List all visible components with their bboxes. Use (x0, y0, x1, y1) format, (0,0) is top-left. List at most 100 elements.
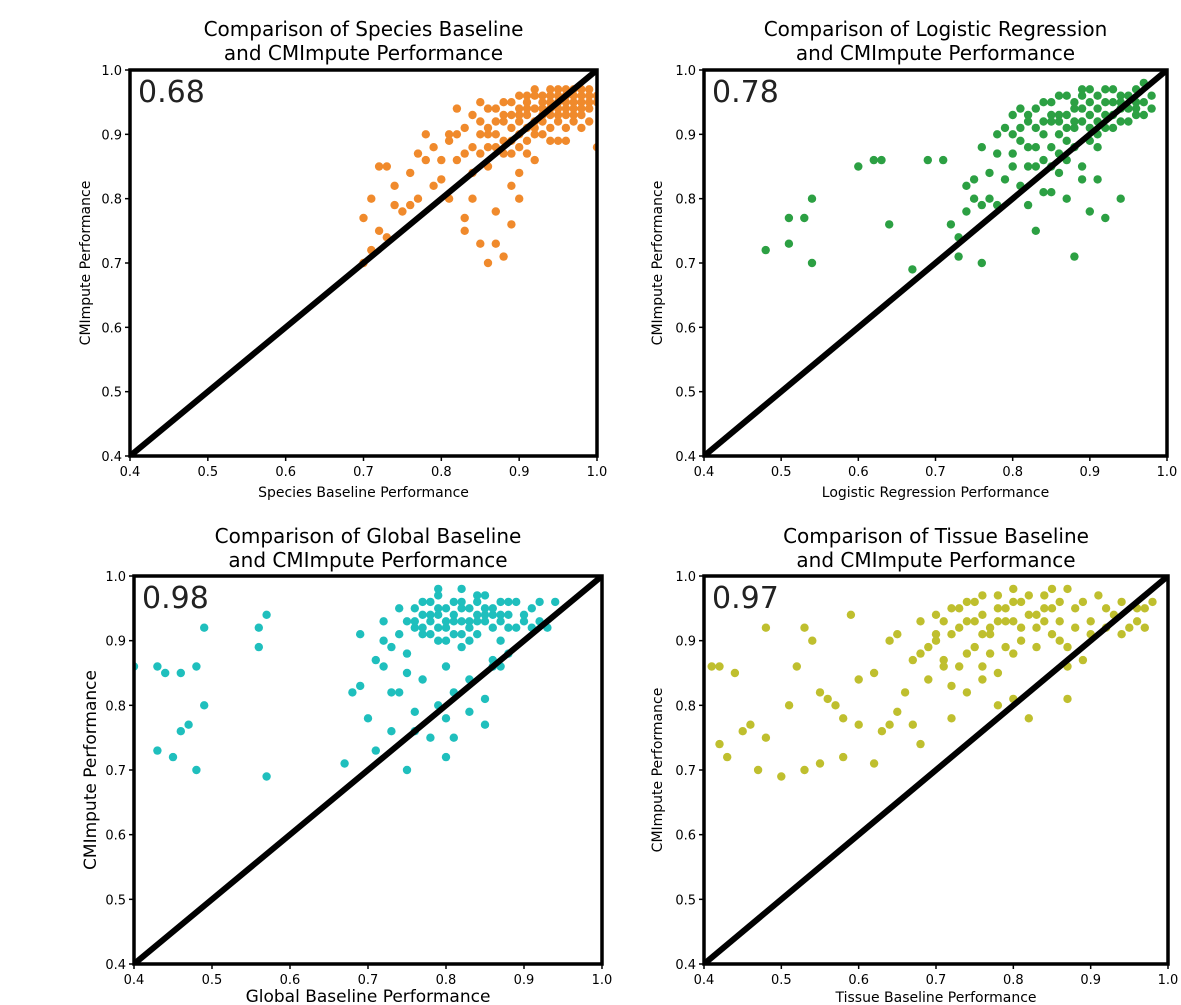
x-tick-label: 1.0 (592, 973, 613, 988)
data-point (1077, 85, 1087, 94)
diagonal-line (134, 576, 602, 964)
data-point (946, 220, 956, 229)
data-point (1047, 110, 1056, 120)
data-point (955, 623, 964, 632)
data-point (356, 630, 365, 639)
data-point (434, 636, 443, 645)
data-point (1085, 85, 1095, 94)
data-point (488, 604, 497, 613)
correlation-annotation: 0.97 (712, 581, 779, 616)
data-point (553, 117, 563, 126)
data-point (1101, 604, 1111, 613)
data-point (441, 714, 451, 723)
data-point (449, 610, 458, 619)
data-point (457, 597, 466, 607)
data-point (402, 668, 412, 678)
chart-title-line-2: and CMImpute Performance (796, 41, 1075, 65)
data-point (1008, 110, 1017, 120)
correlation-annotation: 0.68 (138, 75, 205, 110)
data-point (561, 136, 571, 145)
data-point (561, 110, 571, 120)
x-tick-label: 0.6 (848, 465, 869, 480)
y-tick-label: 0.4 (101, 450, 122, 465)
data-point (491, 130, 500, 139)
data-point (869, 155, 878, 165)
data-point (538, 98, 547, 107)
data-point (491, 239, 500, 248)
data-point (374, 162, 384, 171)
data-point (1047, 630, 1057, 639)
data-point (916, 649, 925, 658)
data-point (1001, 617, 1010, 626)
data-point (546, 123, 555, 133)
data-point (585, 104, 594, 113)
data-point (184, 720, 193, 729)
data-point (1070, 104, 1079, 113)
x-tick-label: 1.0 (587, 465, 608, 480)
data-point (522, 110, 532, 120)
data-point (519, 617, 529, 626)
data-point (504, 623, 513, 632)
data-point (473, 630, 482, 639)
data-point (854, 675, 863, 684)
y-tick-label: 0.9 (675, 128, 696, 143)
data-point (465, 604, 474, 613)
data-point (1016, 136, 1025, 145)
data-point (374, 226, 384, 235)
data-point (340, 759, 349, 768)
y-tick-label: 0.7 (675, 257, 696, 272)
x-tick-label: 0.8 (436, 973, 457, 988)
data-point (473, 597, 482, 607)
data-point (723, 752, 732, 762)
data-point (885, 720, 894, 729)
data-point (413, 149, 423, 158)
data-point (1125, 623, 1134, 632)
data-point (499, 117, 508, 126)
data-point (1070, 252, 1079, 261)
data-point (1062, 123, 1071, 133)
data-point (962, 688, 972, 697)
data-point (551, 597, 560, 607)
data-point (792, 662, 801, 671)
data-point (924, 675, 933, 684)
data-point (507, 220, 516, 229)
y-tick-label: 0.9 (675, 635, 696, 650)
data-point (1077, 175, 1087, 184)
data-point (1148, 597, 1157, 607)
data-point (449, 617, 458, 626)
data-point (476, 130, 485, 139)
data-point (1077, 162, 1087, 171)
x-axis-label: Species Baseline Performance (258, 485, 469, 501)
data-point (444, 136, 454, 145)
data-point (577, 104, 586, 113)
data-point (985, 623, 995, 632)
x-tick-label: 1.0 (1157, 465, 1178, 480)
x-tick-label: 0.7 (925, 465, 946, 480)
data-point (1139, 110, 1149, 120)
data-point (1062, 136, 1071, 145)
data-point (491, 117, 500, 126)
chart-title-line-1: Comparison of Species Baseline (204, 17, 524, 41)
data-point (449, 630, 458, 639)
data-point (1001, 604, 1010, 613)
x-tick-label: 0.4 (120, 465, 141, 480)
data-point (465, 623, 474, 632)
data-point (1062, 91, 1071, 100)
data-point (1093, 175, 1102, 184)
data-point (1001, 642, 1010, 652)
data-point (1077, 104, 1087, 113)
data-point (839, 752, 848, 762)
data-point (577, 123, 586, 133)
data-point (200, 623, 209, 632)
data-point (371, 746, 380, 755)
data-point (577, 110, 586, 120)
data-point (738, 727, 747, 736)
data-point (1101, 213, 1110, 223)
y-tick-label: 0.8 (101, 193, 122, 208)
data-point (985, 168, 994, 178)
data-point (480, 610, 490, 619)
data-point (434, 610, 443, 619)
data-point (468, 143, 477, 152)
diagonal-line (704, 70, 1167, 456)
